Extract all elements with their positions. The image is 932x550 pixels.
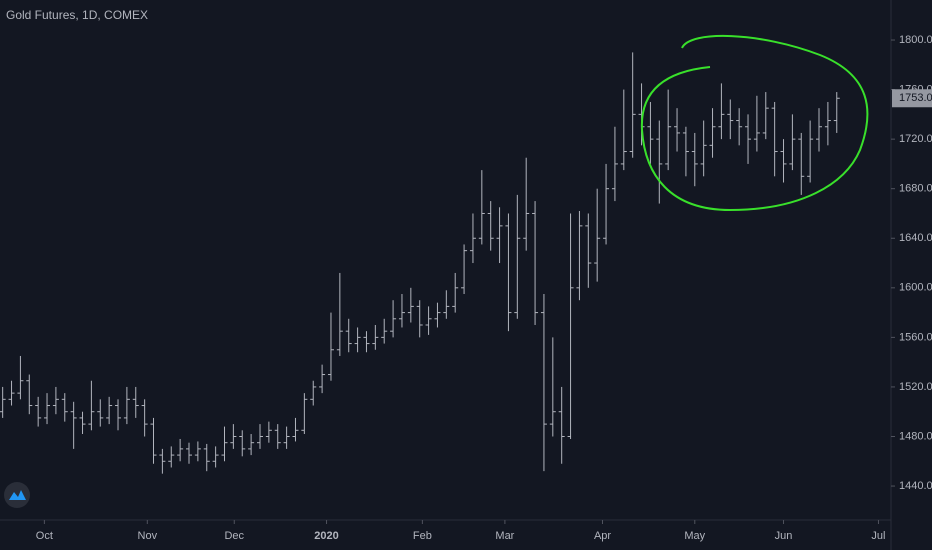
y-tick-label: 1600.0	[899, 282, 932, 294]
last-price-box	[892, 89, 932, 108]
logo-icon	[9, 490, 26, 500]
bars	[0, 52, 840, 474]
y-tick-label: 1440.0	[899, 480, 932, 492]
logo-circle	[4, 482, 30, 508]
x-tick-label: 2020	[314, 530, 338, 542]
y-tick-label: 1640.0	[899, 232, 932, 244]
y-tick-label: 1520.0	[899, 381, 932, 393]
x-tick-label: May	[684, 530, 705, 542]
x-tick-label: Jul	[871, 530, 885, 542]
x-tick-label: Dec	[224, 530, 244, 542]
chart-title: Gold Futures, 1D, COMEX	[6, 8, 148, 22]
x-tick-label: Nov	[138, 530, 158, 542]
x-tick-label: Mar	[495, 530, 514, 542]
logo	[4, 482, 30, 508]
last-price-label: 1753.0	[899, 92, 932, 104]
x-tick-label: Jun	[775, 530, 793, 542]
y-tick-label: 1800.0	[899, 34, 932, 46]
y-tick-label: 1560.0	[899, 331, 932, 343]
y-tick-label: 1720.0	[899, 133, 932, 145]
y-tick-label: 1680.0	[899, 183, 932, 195]
x-tick-label: Feb	[413, 530, 432, 542]
annotation-ellipse	[640, 34, 869, 212]
y-tick-label: 1480.0	[899, 430, 932, 442]
x-tick-label: Oct	[36, 530, 53, 542]
x-tick-label: Apr	[594, 530, 611, 542]
